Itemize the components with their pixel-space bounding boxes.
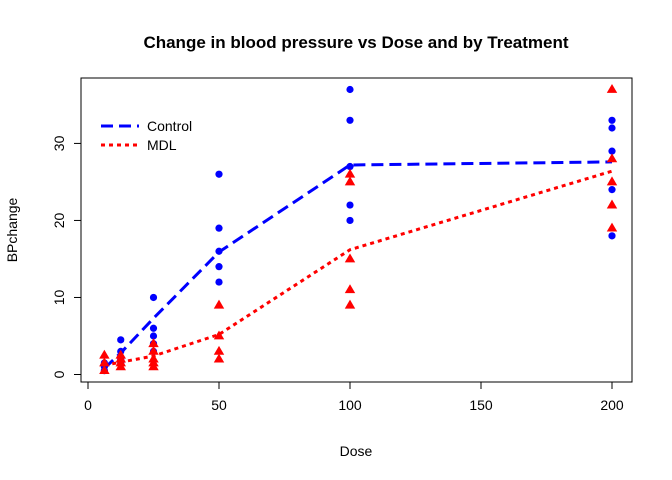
axes-group: 0 50 100 150 200 0 10 20 30 [51, 135, 624, 413]
data-point-mdl [344, 284, 356, 294]
data-point-mdl [148, 338, 159, 348]
data-point-mdl [148, 353, 159, 363]
trend-lines-group [103, 160, 613, 370]
data-point-control [346, 116, 354, 124]
data-point-control [149, 293, 158, 302]
data-point-mdl [99, 365, 110, 375]
legend-label-mdl: MDL [147, 137, 177, 153]
data-point-mdl [213, 299, 225, 309]
data-point-control [608, 116, 616, 124]
x-tick-label: 150 [469, 397, 493, 413]
data-point-control [608, 232, 616, 240]
data-point-control [346, 85, 354, 94]
legend: Control MDL [101, 118, 192, 153]
data-point-control [215, 224, 223, 232]
data-point-mdl [606, 222, 618, 232]
data-point-control [215, 247, 223, 255]
data-point-mdl [99, 357, 110, 367]
x-axis-label: Dose [340, 443, 373, 459]
data-point-control [149, 332, 158, 340]
points-group [99, 84, 618, 375]
data-point-control [346, 201, 354, 209]
x-tick-label: 50 [211, 397, 227, 413]
data-point-control [608, 124, 616, 132]
x-tick-label: 100 [338, 397, 362, 413]
data-point-control [149, 324, 158, 332]
data-point-mdl [213, 353, 225, 363]
data-point-control [346, 162, 354, 171]
legend-label-control: Control [147, 118, 192, 134]
data-point-mdl [606, 153, 618, 163]
y-axis-label: BPchange [4, 197, 20, 262]
data-point-mdl [99, 349, 110, 359]
trend-line-mdl [104, 169, 613, 367]
data-point-mdl [606, 199, 618, 209]
data-point-mdl [344, 176, 356, 186]
data-point-mdl [148, 345, 159, 355]
trend-line-control [103, 160, 613, 370]
data-point-mdl [344, 253, 356, 263]
chart-title: Change in blood pressure vs Dose and by … [143, 33, 568, 52]
data-point-control [215, 263, 223, 271]
data-point-mdl [213, 330, 225, 340]
data-point-control [215, 170, 223, 178]
y-tick-label: 10 [51, 289, 67, 305]
data-point-mdl [606, 84, 618, 93]
y-tick-label: 0 [51, 370, 67, 378]
data-point-mdl [344, 168, 356, 178]
data-point-control [608, 147, 616, 155]
data-point-mdl [606, 176, 618, 186]
x-tick-label: 0 [84, 397, 92, 413]
x-tick-label: 200 [600, 397, 624, 413]
data-point-mdl [115, 349, 126, 359]
data-point-mdl [344, 299, 356, 309]
data-point-control [346, 216, 354, 225]
data-point-mdl [213, 345, 225, 355]
data-point-control [608, 186, 616, 194]
y-tick-label: 30 [51, 135, 67, 151]
data-point-control [117, 336, 125, 344]
y-tick-label: 20 [51, 212, 67, 228]
data-point-control [215, 278, 223, 286]
